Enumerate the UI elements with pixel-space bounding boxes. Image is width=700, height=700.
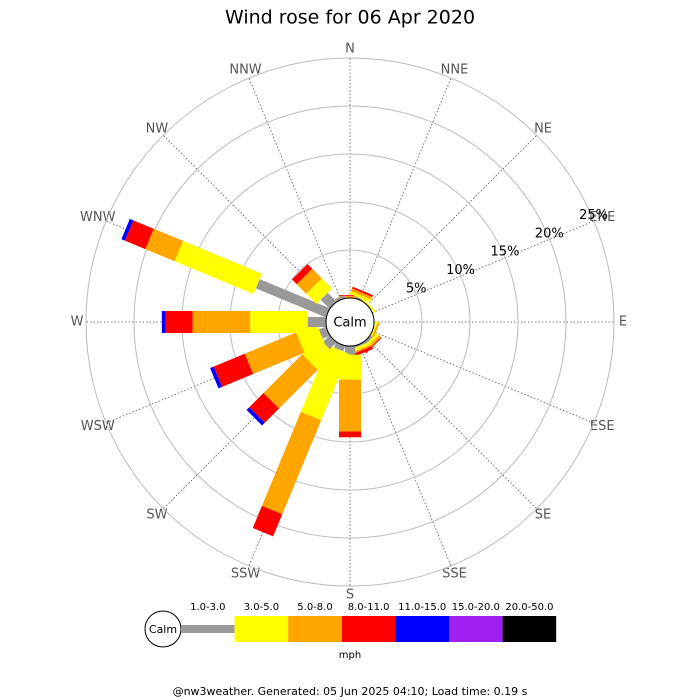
spoke [358, 344, 452, 567]
direction-label: SSE [442, 567, 467, 582]
bar-segment [350, 344, 372, 355]
calm-label: Calm [333, 316, 366, 331]
bar-segment [192, 311, 251, 333]
ring-label: 25% [579, 208, 608, 223]
chart-title: Wind rose for 06 Apr 2020 [225, 7, 475, 29]
bar-segment [351, 346, 374, 358]
legend-label: 20.0-50.0 [505, 602, 553, 613]
spoke [366, 135, 537, 306]
bar-segment [306, 278, 332, 304]
ring [85, 57, 615, 587]
bar-segment [354, 296, 365, 302]
bar-segment [250, 311, 308, 333]
bar-segment [363, 335, 373, 345]
bar-segment [145, 228, 184, 262]
direction-label: ESE [590, 419, 615, 434]
ring-label: 15% [490, 245, 519, 260]
bar-segment [252, 505, 283, 537]
direction-label: N [345, 42, 355, 57]
legend-label: 8.0-11.0 [348, 602, 390, 613]
bar-segment [213, 353, 254, 387]
bar-segment [174, 240, 262, 294]
bar-segment [263, 354, 318, 409]
ring-label: 20% [535, 226, 564, 241]
legend-swatch [449, 616, 503, 642]
bar-segment [161, 311, 166, 333]
direction-label: NNW [229, 62, 261, 77]
bar-segment [339, 431, 361, 438]
ring-label: 5% [406, 281, 427, 296]
spoke [372, 220, 595, 314]
spoke [248, 77, 342, 300]
calm-circle [325, 297, 375, 347]
legend-calm-label: Calm [149, 623, 177, 636]
direction-label: E [619, 315, 627, 330]
bar-segment [246, 407, 265, 426]
direction-label: NW [146, 121, 169, 136]
direction-label: W [71, 315, 84, 330]
legend-swatch [395, 616, 449, 642]
legend-unit: mph [339, 650, 361, 661]
legend-label: 5.0-8.0 [297, 602, 332, 613]
bar-segment [307, 317, 326, 327]
direction-label: SW [146, 508, 167, 523]
legend-swatch [234, 616, 289, 642]
legend-swatch [181, 625, 235, 633]
bar-segment [354, 342, 365, 348]
spoke [358, 77, 452, 300]
bar-segment [244, 332, 305, 375]
bar-segment [255, 279, 330, 318]
bar-segment [345, 346, 355, 355]
direction-label: NE [534, 121, 552, 136]
bar-segment [302, 337, 335, 370]
bar-segment [165, 311, 193, 333]
bar-segment [210, 366, 223, 389]
direction-label: ENE [589, 210, 615, 225]
bar-segment [124, 220, 154, 250]
direction-label: S [346, 588, 354, 603]
bar-segment [359, 295, 377, 313]
bar-segment [349, 341, 372, 353]
legend-swatch [502, 616, 557, 642]
bar-segment [300, 345, 349, 421]
bar-segment [261, 411, 322, 515]
legend-label: 15.0-20.0 [452, 602, 500, 613]
bar-segment [335, 295, 346, 302]
legend-swatch [288, 616, 342, 642]
bar-segment [339, 379, 361, 432]
spoke [366, 338, 537, 509]
legend-label: 11.0-15.0 [398, 602, 446, 613]
bar-segment [320, 292, 337, 309]
footer: @nw3weather. Generated: 05 Jun 2025 04:1… [173, 685, 528, 698]
bar-segment [291, 263, 313, 285]
bar-segment [249, 392, 280, 423]
bar-segment [322, 335, 337, 350]
bar-segment [296, 268, 322, 294]
direction-label: SE [535, 508, 551, 523]
direction-label: WNW [80, 210, 116, 225]
direction-label: SSW [231, 567, 261, 582]
ring-label: 10% [446, 263, 475, 278]
direction-label: NNE [441, 62, 469, 77]
legend-swatch [341, 616, 396, 642]
legend-label: 1.0-3.0 [190, 602, 225, 613]
bar-segment [351, 286, 374, 297]
bar-segment [333, 342, 346, 352]
bar-segment [350, 288, 373, 300]
spoke [372, 330, 595, 424]
bar-segment [121, 218, 134, 241]
legend-label: 3.0-5.0 [244, 602, 279, 613]
ring [133, 105, 567, 539]
